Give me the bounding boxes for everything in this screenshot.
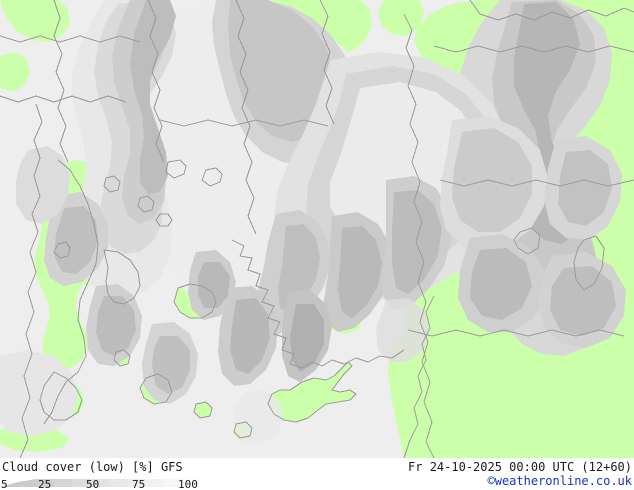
colorbar-swatch-25 bbox=[36, 479, 56, 487]
map-svg bbox=[0, 0, 634, 458]
cloud-shade-wedge-c-dark bbox=[392, 190, 442, 294]
coastline-border-layer bbox=[0, 0, 634, 458]
colorbar-swatch-100 bbox=[181, 479, 201, 487]
cloud-shade-east-tongue-dark bbox=[452, 128, 532, 232]
product-title: Cloud cover (low) [%] GFS bbox=[2, 460, 183, 474]
colorbar-swatch-85 bbox=[145, 479, 165, 487]
colorbar-swatch-95 bbox=[163, 479, 183, 487]
cloud-cover-layer bbox=[0, 0, 626, 444]
map-footer: Cloud cover (low) [%] GFS Fr 24-10-2025 … bbox=[0, 458, 634, 490]
cloud-shade-wedge-a-dark bbox=[278, 224, 320, 314]
valid-datetime: Fr 24-10-2025 00:00 UTC (12+60) bbox=[408, 460, 632, 474]
colorbar-swatch-5 bbox=[0, 482, 19, 487]
cloud-shade-greece-b bbox=[16, 146, 70, 224]
copyright-notice: ©weatheronline.co.uk bbox=[487, 474, 633, 488]
cloud-shade-south-tongue bbox=[376, 298, 430, 362]
cloud-shade-greece-c-dark bbox=[96, 296, 136, 356]
colorbar-swatch-45 bbox=[72, 479, 92, 487]
cloud-shade-wedge-b-dark bbox=[338, 226, 382, 318]
colorbar-swatch-75 bbox=[127, 479, 146, 487]
cloud-shade-topcentre-dark bbox=[228, 0, 336, 142]
colorbar-tick-100: 100 bbox=[178, 478, 198, 490]
colorbar-tick-labels: 5 25 50 75 100 bbox=[0, 478, 230, 490]
cloud-shade-ec-b-dark bbox=[550, 266, 616, 336]
cloud-shade-south-sea bbox=[234, 390, 284, 444]
colorbar-swatches bbox=[0, 479, 201, 487]
cloud-shade-wedge-e-dark bbox=[290, 304, 324, 372]
colorbar-tick-50: 50 bbox=[86, 478, 100, 490]
colorbar-swatch-55 bbox=[90, 479, 110, 487]
colorbar-svg bbox=[0, 479, 201, 487]
cloud-cover-map[interactable] bbox=[0, 0, 634, 458]
cloud-shade-ec-a-dark bbox=[470, 248, 532, 320]
cloud-shade-sw-sea bbox=[0, 350, 78, 436]
colorbar-tick-25: 25 bbox=[38, 478, 52, 490]
colorbar-swatch-35 bbox=[54, 479, 74, 487]
colorbar-swatch-65 bbox=[109, 479, 128, 487]
cloud-shade-dodecanese-dark bbox=[198, 262, 230, 308]
colorbar-swatch-15 bbox=[18, 479, 37, 487]
cloud-shade-darkest-nw bbox=[130, 0, 176, 194]
colorbar-tick-5: 5 bbox=[1, 478, 8, 490]
colorbar-tick-75: 75 bbox=[132, 478, 146, 490]
cloud-cover-colorbar[interactable] bbox=[0, 472, 201, 487]
cloud-shade-far-east-dark bbox=[558, 150, 612, 226]
cloud-shade-wedge-d-dark bbox=[230, 298, 270, 374]
cloud-shade-greece-d-dark bbox=[152, 336, 190, 394]
